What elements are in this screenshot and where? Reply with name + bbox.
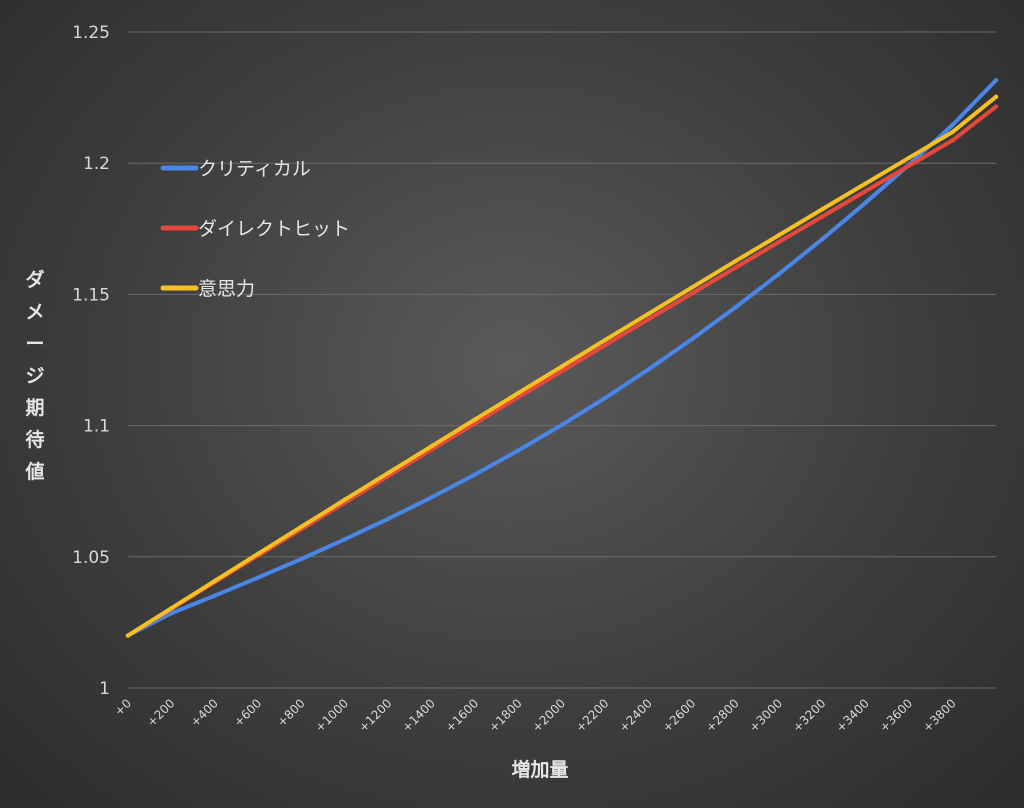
y-tick-label: 1.05 — [72, 548, 110, 568]
y-axis-title-char: ジ — [25, 365, 44, 387]
y-tick-label: 1.15 — [72, 285, 110, 305]
data-point — [863, 181, 868, 186]
data-point — [516, 448, 521, 453]
x-axis-title: 増加量 — [511, 758, 568, 781]
data-point — [169, 606, 174, 611]
data-point — [776, 271, 782, 277]
data-point — [863, 188, 868, 194]
x-tick-label: +2400 — [616, 696, 655, 735]
data-point — [473, 417, 478, 422]
y-tick-label: 1.25 — [72, 23, 110, 43]
data-point — [950, 138, 955, 143]
x-tick-label: +3800 — [920, 696, 959, 735]
data-point — [603, 342, 608, 348]
x-tick-label: +1000 — [313, 696, 352, 735]
data-point — [646, 311, 651, 316]
data-point — [256, 551, 261, 556]
data-point — [516, 394, 521, 400]
data-point — [212, 593, 217, 598]
x-tick-label: +1200 — [356, 696, 395, 735]
x-tick-label: +200 — [144, 696, 177, 729]
x-tick-label: +3400 — [833, 696, 872, 735]
data-point — [733, 265, 738, 270]
x-tick-label: +600 — [231, 696, 264, 729]
data-point — [473, 472, 478, 477]
series-lines — [125, 78, 999, 638]
data-point — [299, 524, 304, 529]
data-point — [776, 232, 782, 238]
x-tick-label: +800 — [275, 696, 308, 729]
data-point — [950, 122, 955, 128]
data-point — [646, 316, 651, 322]
data-point — [733, 258, 738, 264]
x-tick-label: +3000 — [747, 696, 786, 735]
data-point — [733, 305, 738, 310]
data-point — [212, 578, 217, 584]
data-point — [993, 104, 999, 109]
x-tick-label: +1800 — [486, 696, 525, 735]
gridlines — [128, 31, 996, 689]
y-tick-label: 1 — [99, 679, 110, 699]
y-axis-ticks: 1 1.05 1.1 1.15 1.2 1.25 — [72, 23, 110, 699]
y-tick-label: 1.1 — [83, 417, 110, 437]
data-point — [559, 368, 565, 374]
x-tick-label: +2800 — [703, 696, 742, 735]
data-point — [603, 337, 608, 342]
legend-label: ダイレクトヒット — [198, 218, 350, 240]
y-axis-title-char: ダ — [25, 268, 44, 291]
x-tick-label: +400 — [188, 696, 221, 729]
x-tick-label: +2000 — [530, 696, 569, 735]
x-axis-ticks: +0 +200 +400 +600 +800 +1000 +1200 +1400 +1600 +1… — [112, 696, 959, 735]
x-tick-label: +3200 — [790, 696, 829, 735]
y-axis-title-char: 待 — [25, 428, 44, 451]
data-point — [690, 291, 695, 296]
data-point — [256, 575, 261, 580]
data-point — [603, 395, 608, 400]
series-意思力 — [125, 94, 999, 638]
data-point — [169, 611, 174, 616]
data-point — [429, 495, 434, 500]
data-point — [125, 633, 131, 638]
data-point — [646, 366, 651, 372]
y-axis-title-char: 期 — [25, 397, 44, 419]
data-point — [993, 94, 999, 100]
data-point — [863, 200, 868, 205]
data-point — [820, 206, 825, 212]
data-point — [820, 214, 825, 219]
data-point — [299, 556, 304, 562]
data-point — [559, 422, 565, 428]
x-tick-label: +1400 — [399, 696, 438, 735]
legend-label: 意思力 — [198, 278, 255, 300]
data-point — [993, 78, 999, 83]
data-point — [820, 236, 825, 242]
y-axis-title-char: メ — [25, 301, 44, 323]
data-point — [386, 516, 391, 521]
x-tick-label: +3600 — [877, 696, 916, 735]
legend-label: クリティカル — [198, 158, 311, 180]
data-point — [950, 129, 955, 135]
data-point — [342, 497, 348, 502]
data-point — [907, 155, 912, 160]
data-point — [690, 285, 695, 290]
y-axis-title-char: ー — [25, 333, 44, 355]
data-point — [776, 239, 782, 245]
data-point — [429, 443, 434, 449]
x-tick-label: +0 — [112, 696, 134, 718]
data-point — [516, 390, 521, 395]
y-tick-label: 1.2 — [83, 154, 110, 174]
x-tick-label: +1600 — [443, 696, 482, 735]
x-tick-label: +2600 — [660, 696, 699, 735]
data-point — [386, 470, 391, 476]
data-point — [342, 537, 348, 542]
y-axis-title-char: 値 — [24, 461, 44, 483]
data-point — [907, 163, 912, 168]
data-point — [559, 364, 565, 369]
x-tick-label: +2200 — [573, 696, 612, 735]
data-point — [690, 336, 695, 342]
